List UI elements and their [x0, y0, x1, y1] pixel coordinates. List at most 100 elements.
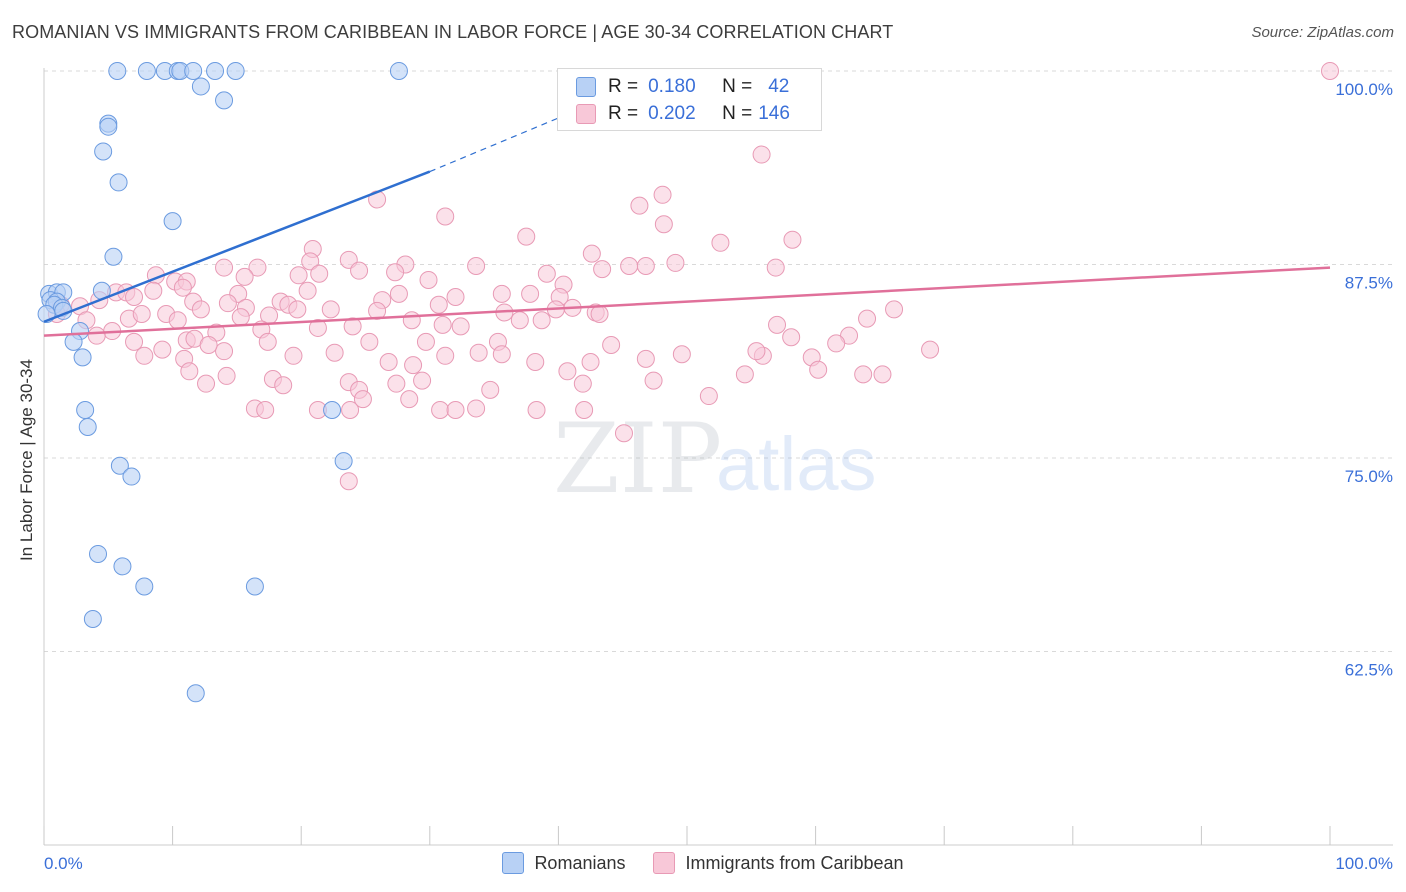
caribbean-point [168, 311, 187, 330]
series-legend: Romanians Immigrants from Caribbean [0, 852, 1406, 874]
romanian-point [83, 609, 102, 628]
caribbean-point [248, 258, 267, 277]
n-label: N = [722, 76, 753, 97]
romanian-point [163, 212, 182, 231]
romanian-trend-extension [429, 101, 598, 173]
caribbean-point [389, 284, 408, 303]
caribbean-point [630, 196, 649, 215]
caribbean-point [517, 227, 536, 246]
caribbean-point [368, 301, 387, 320]
caribbean-point [593, 260, 612, 279]
romanian-point [73, 348, 92, 367]
caribbean-point [699, 387, 718, 406]
caribbean-point [419, 270, 438, 289]
caribbean-trend-line [43, 266, 1331, 337]
romanian-point [215, 91, 234, 110]
caribbean-point [644, 371, 663, 390]
caribbean-point [527, 400, 546, 419]
caribbean-swatch [653, 852, 676, 874]
caribbean-point [215, 258, 234, 277]
caribbean-point [404, 356, 423, 375]
romanian-point [94, 142, 113, 161]
caribbean-point [526, 353, 545, 371]
caribbean-point [301, 252, 320, 271]
caribbean-point [573, 374, 592, 393]
caribbean-point [256, 400, 275, 419]
romanian-point [184, 61, 203, 80]
caribbean-point [467, 399, 486, 418]
caribbean-point [135, 346, 154, 365]
caribbean-point [217, 366, 236, 385]
romanian-trend-line [43, 170, 431, 323]
x-tick-label: 100.0% [1335, 854, 1393, 873]
caribbean-point [885, 300, 904, 319]
caribbean-point [284, 346, 303, 365]
caribbean-point [492, 284, 511, 303]
caribbean-point [215, 342, 234, 361]
caribbean-point [654, 215, 673, 234]
caribbean-point [416, 332, 435, 351]
y-tick-label: 100.0% [1335, 80, 1393, 99]
romanian-point [334, 452, 353, 471]
caribbean-point [451, 317, 470, 336]
caribbean-point [218, 294, 237, 313]
caribbean-point [173, 278, 192, 297]
correlation-legend: R = 0.180 N = 42 R = 0.202 N = 146 [557, 68, 822, 131]
caribbean-point [858, 309, 877, 328]
caribbean-point [191, 300, 210, 319]
caribbean-point [747, 342, 766, 361]
caribbean-point [413, 371, 432, 390]
y-tick-label: 75.0% [1345, 467, 1393, 486]
legend-row-caribbean: R = 0.202 N = 146 [576, 103, 790, 125]
romanian-point [389, 61, 408, 80]
caribbean-points [47, 61, 1339, 491]
caribbean-point [321, 300, 340, 319]
r-label: R = [608, 103, 639, 124]
n-value: 42 [768, 76, 790, 97]
caribbean-point [558, 362, 577, 381]
caribbean-point [144, 281, 163, 300]
caribbean-point [350, 261, 369, 280]
caribbean-point [768, 315, 787, 334]
caribbean-point [353, 390, 372, 409]
caribbean-point [614, 424, 633, 443]
romanian-point [122, 467, 141, 486]
romanian-point [206, 61, 225, 80]
caribbean-point [387, 374, 406, 393]
romanian-point [89, 544, 108, 563]
caribbean-point [469, 343, 488, 362]
caribbean-point [1321, 61, 1339, 80]
caribbean-point [433, 315, 452, 334]
caribbean-point [180, 362, 199, 381]
romanian-point [113, 557, 132, 576]
caribbean-point [446, 400, 465, 419]
caribbean-point [873, 365, 892, 384]
watermark-atlas: atlas [716, 422, 877, 507]
caribbean-point [752, 145, 771, 164]
caribbean-point [492, 345, 511, 364]
chart-title: ROMANIAN VS IMMIGRANTS FROM CARIBBEAN IN… [12, 22, 894, 42]
n-value: 146 [758, 103, 790, 124]
caribbean-point [197, 374, 216, 393]
legend-item-romanians: Romanians [502, 852, 625, 874]
caribbean-point [620, 257, 639, 276]
caribbean-point [581, 353, 600, 371]
caribbean-point [132, 305, 151, 324]
caribbean-point [325, 343, 344, 362]
caribbean-point [921, 340, 940, 359]
caribbean-point [436, 207, 455, 226]
r-label: R = [608, 76, 639, 97]
caribbean-point [537, 264, 556, 283]
caribbean-point [809, 360, 828, 379]
caribbean-point [339, 472, 358, 491]
caribbean-point [431, 400, 450, 419]
caribbean-point [636, 257, 655, 276]
caribbean-point [125, 287, 144, 306]
caribbean-point [402, 311, 421, 330]
caribbean-point [666, 253, 685, 272]
caribbean-point [582, 244, 601, 263]
caribbean-point [341, 400, 360, 419]
caribbean-point [436, 346, 455, 365]
caribbean-point [602, 335, 621, 354]
caribbean-point [125, 332, 144, 351]
